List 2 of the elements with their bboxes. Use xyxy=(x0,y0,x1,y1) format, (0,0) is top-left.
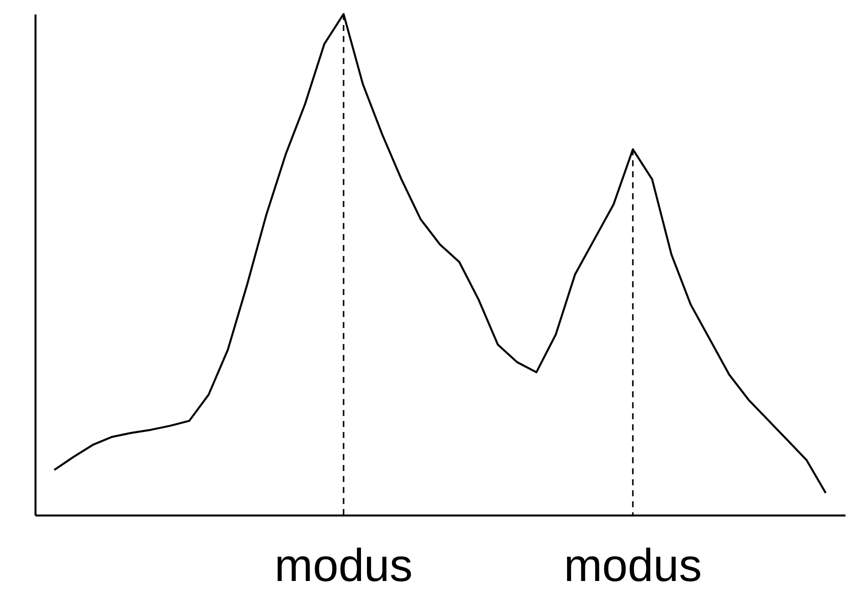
text: modus xyxy=(274,539,413,591)
text: modus xyxy=(564,539,702,591)
